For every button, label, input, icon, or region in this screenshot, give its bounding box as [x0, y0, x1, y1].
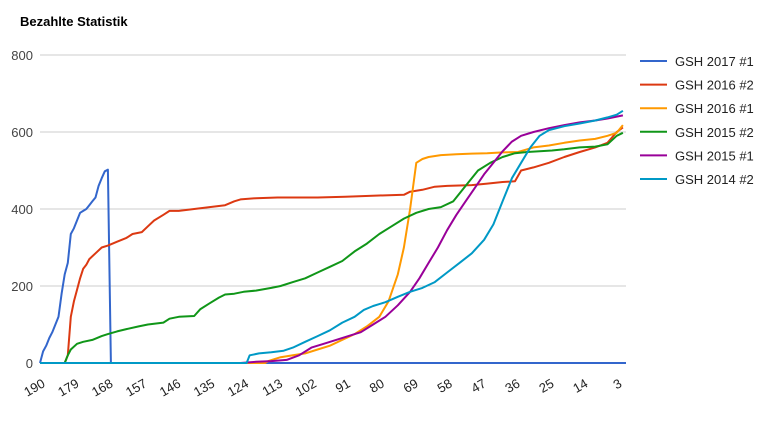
x-tick-label: 124	[225, 376, 251, 400]
x-tick-label: 157	[123, 376, 149, 400]
x-tick-label: 190	[21, 376, 47, 400]
legend-label: GSH 2016 #1	[675, 101, 754, 116]
legend-item[interactable]: GSH 2015 #1	[640, 148, 754, 163]
legend-label: GSH 2015 #1	[675, 148, 754, 163]
chart-title: Bezahlte Statistik	[20, 14, 128, 29]
legend: GSH 2017 #1 GSH 2016 #2 GSH 2016 #1 GSH 201…	[640, 54, 754, 187]
x-tick-label: 3	[610, 376, 624, 393]
x-tick-label: 179	[55, 376, 81, 400]
x-tick-label: 102	[293, 376, 319, 400]
y-tick-label: 200	[11, 279, 33, 294]
x-axis: 190 179 168 157 146 135 124 113 102 91 80 69 58 47 36 2…	[21, 376, 624, 400]
x-tick-label: 47	[469, 376, 489, 396]
series-line	[40, 131, 624, 364]
series-lines	[39, 109, 626, 364]
legend-label: GSH 2017 #1	[675, 54, 754, 69]
legend-label: GSH 2016 #2	[675, 78, 754, 93]
legend-item[interactable]: GSH 2016 #1	[640, 101, 754, 116]
x-tick-label: 80	[367, 376, 387, 396]
x-tick-label: 168	[89, 376, 115, 400]
x-tick-label: 146	[157, 376, 183, 400]
y-tick-label: 800	[11, 48, 33, 63]
legend-item[interactable]: GSH 2014 #2	[640, 172, 754, 187]
x-tick-label: 91	[333, 376, 353, 396]
y-tick-label: 600	[11, 125, 33, 140]
series-line	[39, 168, 626, 364]
series-line	[40, 126, 624, 364]
legend-item[interactable]: GSH 2017 #1	[640, 54, 754, 69]
legend-label: GSH 2014 #2	[675, 172, 754, 187]
x-tick-label: 25	[536, 376, 556, 396]
x-tick-label: 36	[502, 376, 522, 396]
x-tick-label: 58	[435, 376, 455, 396]
x-tick-label: 69	[401, 376, 421, 396]
gridlines	[40, 54, 626, 364]
legend-label: GSH 2015 #2	[675, 125, 754, 140]
legend-item[interactable]: GSH 2015 #2	[640, 125, 754, 140]
series-line	[40, 114, 624, 364]
x-tick-label: 113	[260, 376, 285, 399]
y-axis: 0 200 400 600 800	[11, 48, 33, 371]
series-line	[40, 109, 624, 364]
y-tick-label: 0	[26, 356, 33, 371]
series-line	[40, 124, 624, 364]
x-tick-label: 14	[570, 376, 590, 396]
legend-item[interactable]: GSH 2016 #2	[640, 78, 754, 93]
y-tick-label: 400	[11, 202, 33, 217]
x-tick-label: 135	[191, 376, 217, 400]
